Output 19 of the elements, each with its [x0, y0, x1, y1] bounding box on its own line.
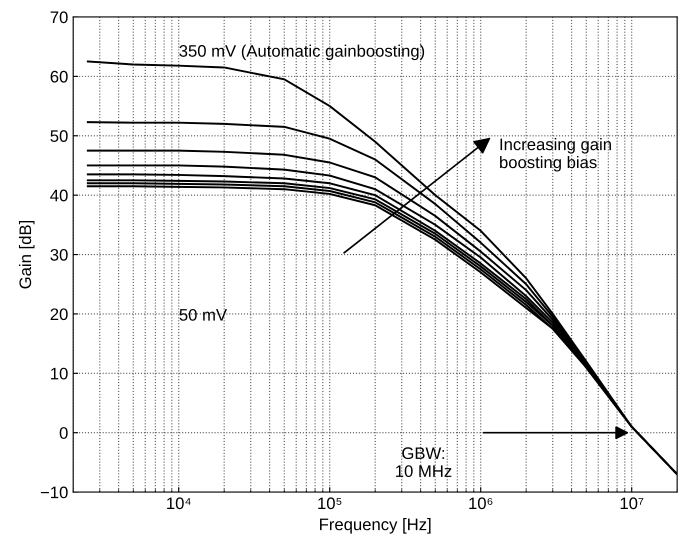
y-tick-label: 50: [50, 130, 68, 142]
annotation: 50 mV: [180, 308, 227, 321]
x-tick-label: 10⁶: [469, 497, 492, 510]
y-tick-label: 30: [50, 248, 68, 261]
y-tick-label: 70: [50, 11, 68, 24]
annotation: GBW: 10 MHz: [396, 447, 452, 478]
series-label: 350 mV (Automatic gainboosting): [179, 44, 424, 60]
annotation: Increasing gain boosting bias: [500, 138, 611, 172]
y-tick-label: −10: [40, 486, 68, 498]
x-tick-label: 10⁵: [318, 497, 342, 510]
x-axis-title: Frequency [Hz]: [320, 518, 430, 534]
x-tick-label: 10⁷: [620, 497, 644, 510]
x-tick-label: 10⁴: [167, 497, 191, 510]
y-tick-label: 10: [51, 368, 68, 380]
y-tick-label: 60: [50, 70, 68, 83]
y-tick-label: 0: [60, 427, 68, 439]
y-tick-label: 20: [50, 308, 68, 320]
y-tick-label: 40: [50, 190, 68, 202]
y-axis-title: Gain [dB]: [18, 220, 34, 288]
